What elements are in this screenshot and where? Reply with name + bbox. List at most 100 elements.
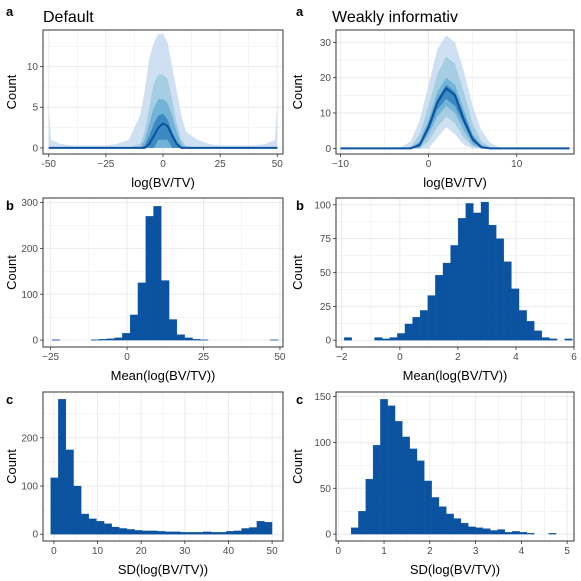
histogram-bar — [176, 334, 185, 341]
x-tick-label: 4 — [519, 546, 525, 557]
histogram-bar — [389, 337, 398, 341]
x-tick-label: 20 — [136, 546, 148, 557]
histogram-bar — [91, 339, 100, 341]
y-tick-label: 50 — [320, 484, 332, 495]
y-tick-label: 100 — [21, 290, 38, 301]
x-axis-title: SD(log(BV/TV)) — [410, 562, 500, 577]
histogram-bar — [497, 529, 506, 535]
x-tick-label: 5 — [564, 546, 570, 557]
histogram-bar — [409, 448, 418, 535]
histogram-bar — [184, 337, 193, 341]
x-tick-label: 3 — [473, 546, 479, 557]
y-axis-title: Count — [290, 74, 305, 109]
panel-border — [42, 391, 284, 542]
histogram-bar — [145, 216, 154, 341]
histogram-bar — [420, 310, 428, 341]
histogram-bar — [482, 528, 491, 535]
y-axis-title: Count — [4, 449, 19, 484]
x-tick-label: 1 — [381, 546, 387, 557]
axes: 0 10 20 30 40 50 0 100 200 — [21, 433, 278, 557]
histogram-bar — [58, 399, 67, 535]
histogram-bar — [81, 513, 89, 535]
histogram-bar — [442, 262, 451, 341]
histogram-bar — [404, 323, 413, 341]
histogram-bar — [446, 513, 454, 535]
y-axis-title: Count — [290, 449, 305, 484]
histogram-bar — [381, 338, 390, 341]
histogram-bar — [468, 526, 476, 535]
histogram-bar — [270, 339, 279, 341]
x-axis-title: SD(log(BV/TV)) — [118, 562, 208, 577]
histogram-bar — [435, 275, 444, 341]
histogram-bar — [460, 522, 469, 535]
histogram-bar — [450, 245, 459, 341]
panel-default-b: −25 0 25 50 0 100 200 300 Mean(log(BV/TV)) Count b — [4, 197, 286, 383]
histogram-bar — [473, 212, 482, 341]
panel-default-a: -50 −25 0 25 50 0 5 10 log(BV/TV) Count a Default — [4, 4, 284, 190]
x-tick-label: 2 — [455, 352, 461, 363]
histogram-bar — [256, 521, 265, 535]
histogram-bar — [496, 238, 504, 341]
median-line — [48, 122, 278, 149]
x-tick-label: 0 — [336, 546, 342, 557]
histogram-bar — [518, 310, 527, 341]
panel-letter: b — [6, 198, 14, 213]
histogram-bar — [73, 485, 82, 535]
histogram-bar — [226, 531, 235, 535]
y-tick-label: 0 — [325, 336, 331, 347]
y-axis-title: Count — [4, 255, 19, 290]
panel-letter: c — [296, 392, 303, 407]
histogram-bar — [372, 445, 381, 535]
y-tick-label: 150 — [314, 392, 331, 403]
panel-letter: c — [6, 392, 13, 407]
x-tick-label: 0 — [426, 159, 432, 170]
y-tick-label: 0 — [325, 144, 331, 155]
x-tick-label: 4 — [513, 352, 519, 363]
histogram-bar — [218, 532, 227, 535]
panel-weak-b: −2 0 2 4 6 0 25 50 75 100 Mean(log(BV/TV)) Count b — [290, 197, 577, 383]
y-tick-label: 50 — [320, 268, 332, 279]
histogram-bar — [458, 218, 466, 341]
y-tick-label: 100 — [314, 438, 331, 449]
histogram-bar — [149, 530, 158, 535]
plot-data — [340, 35, 570, 150]
x-tick-label: 0 — [397, 352, 403, 363]
y-tick-label: 0 — [32, 530, 38, 541]
y-axis-title: Count — [290, 255, 305, 290]
histogram-bar — [264, 522, 273, 535]
axes: −25 0 25 50 0 100 200 300 — [21, 198, 286, 363]
y-axis-title: Count — [4, 74, 19, 109]
histogram-bar — [172, 531, 181, 535]
y-tick-label: 30 — [320, 38, 332, 49]
histogram-bar — [475, 527, 484, 535]
histogram-bar — [380, 399, 388, 535]
histogram-bar — [165, 531, 173, 535]
histogram-bar — [397, 333, 406, 341]
x-tick-label: -50 — [41, 159, 56, 170]
histogram-bar — [157, 531, 166, 535]
x-tick-label: 0 — [160, 159, 166, 170]
x-tick-label: 50 — [274, 352, 286, 363]
panel-border — [335, 391, 575, 542]
y-tick-label: 0 — [325, 530, 331, 541]
histogram-bar — [350, 527, 359, 535]
histogram-bar — [394, 421, 403, 535]
y-tick-label: 20 — [320, 73, 332, 84]
x-tick-label: 50 — [267, 546, 279, 557]
histogram-bar — [233, 530, 242, 535]
histogram-bar — [465, 203, 474, 341]
plot-data — [48, 34, 278, 149]
x-axis-title: log(BV/TV) — [131, 175, 195, 190]
histogram-bar — [195, 532, 204, 535]
panel-border — [335, 29, 575, 155]
x-tick-label: −25 — [42, 352, 59, 363]
y-tick-label: 0 — [32, 336, 38, 347]
histogram-bar — [453, 518, 462, 535]
x-tick-label: 6 — [571, 352, 577, 363]
histogram-bar — [137, 282, 146, 341]
y-tick-label: 100 — [21, 482, 38, 493]
x-tick-label: 0 — [124, 352, 130, 363]
histogram-bar — [134, 530, 143, 535]
